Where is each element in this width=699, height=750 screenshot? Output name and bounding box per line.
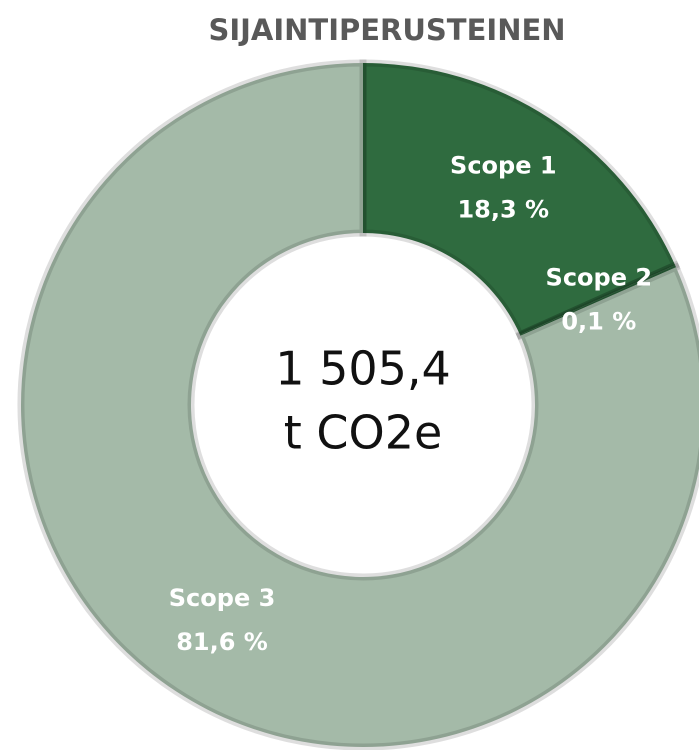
slice-label: Scope 3 bbox=[169, 584, 276, 612]
donut-slice bbox=[17, 59, 699, 750]
slice-value-label: 18,3 % bbox=[457, 195, 549, 223]
center-text: 1 505,4 bbox=[275, 342, 451, 396]
slice-value-label: 0,1 % bbox=[561, 307, 636, 335]
donut-slice bbox=[359, 59, 680, 340]
slice-label: Scope 1 bbox=[450, 151, 557, 179]
center-text: t CO2e bbox=[284, 406, 443, 460]
slice-label: Scope 2 bbox=[546, 263, 653, 291]
slice-value-label: 81,6 % bbox=[176, 628, 268, 656]
chart-title: SIJAINTIPERUSTEINEN bbox=[208, 13, 565, 47]
